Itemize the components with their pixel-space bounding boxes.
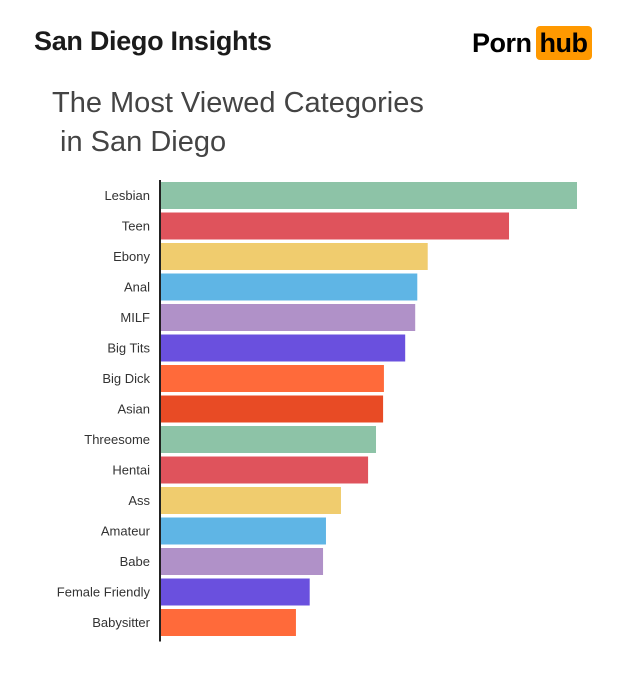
bar-ass xyxy=(160,487,341,514)
bar-asian xyxy=(160,395,384,423)
category-label-milf: MILF xyxy=(120,310,150,325)
bar-anal xyxy=(160,273,418,301)
category-label-teen: Teen xyxy=(122,219,150,234)
chart-title: The Most Viewed Categories in San Diego xyxy=(52,84,424,162)
bar-amateur xyxy=(160,517,326,545)
category-label-asian: Asian xyxy=(117,402,150,417)
category-label-amateur: Amateur xyxy=(101,524,151,539)
bar-babysitter xyxy=(160,609,296,636)
bar-milf xyxy=(160,304,416,331)
category-label-threesome: Threesome xyxy=(84,432,150,447)
bar-lesbian xyxy=(160,182,577,209)
page-title: San Diego Insights xyxy=(34,26,272,56)
category-label-ass: Ass xyxy=(128,493,150,508)
logo-text-part1: Porn xyxy=(472,27,532,58)
category-label-babysitter: Babysitter xyxy=(92,615,150,630)
category-label-big-dick: Big Dick xyxy=(102,371,150,386)
category-label-anal: Anal xyxy=(124,280,150,295)
bar-female-friendly xyxy=(160,578,310,606)
bar-big-dick xyxy=(160,365,384,392)
bar-babe xyxy=(160,548,324,575)
bar-big-tits xyxy=(160,334,406,362)
bar-teen xyxy=(160,212,510,240)
bar-hentai xyxy=(160,456,369,484)
category-label-hentai: Hentai xyxy=(112,463,150,478)
category-label-female-friendly: Female Friendly xyxy=(57,585,151,600)
logo-badge: hub xyxy=(535,26,592,60)
labels-group: Lesbian Teen Ebony Anal MILF Big Tits Big Dick… xyxy=(57,188,151,630)
category-label-ebony: Ebony xyxy=(113,249,150,264)
category-label-lesbian: Lesbian xyxy=(104,188,150,203)
category-label-babe: Babe xyxy=(120,554,150,569)
bar-ebony xyxy=(160,243,428,270)
chart-title-line-1: The Most Viewed Categories xyxy=(52,87,424,119)
category-label-big-tits: Big Tits xyxy=(107,341,150,356)
bar-threesome xyxy=(160,426,377,453)
brand-logo: Porn hub xyxy=(472,26,592,60)
chart-title-line-2: in San Diego xyxy=(52,126,227,158)
bars-group xyxy=(160,182,577,636)
